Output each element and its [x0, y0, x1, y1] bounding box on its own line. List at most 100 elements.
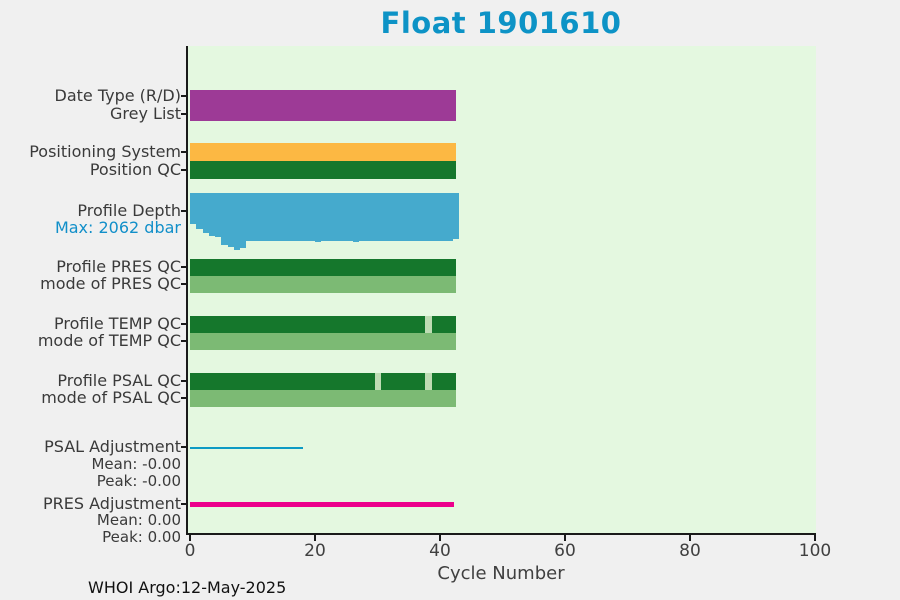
y-tick: [181, 323, 186, 325]
y-tick: [181, 283, 186, 285]
profile-temp-qc-bar-gap: [425, 316, 432, 333]
y-label-main: PRES Adjustment: [43, 494, 181, 513]
profile-psal-qc-bar: [381, 373, 425, 390]
profile-depth-histogram: [227, 193, 234, 247]
y-tick: [181, 151, 186, 153]
y-tick: [181, 446, 186, 448]
y-label-main: Profile PRES QC: [56, 257, 181, 276]
profile-depth-histogram: [271, 193, 278, 241]
y-tick: [181, 266, 186, 268]
profile-psal-qc-bar-gap: [375, 373, 382, 390]
profile-psal-qc-bar: [431, 373, 457, 390]
profile-depth-histogram: [446, 193, 453, 241]
y-label-main: Position QC: [89, 160, 181, 179]
x-axis-label: Cycle Number: [437, 563, 565, 584]
y-label-main: mode of PRES QC: [40, 274, 181, 293]
y-label-sub: Peak: -0.00: [96, 472, 181, 490]
profile-depth-histogram: [283, 193, 291, 241]
mode-of-temp-qc-bar: [190, 333, 457, 350]
y-tick: [181, 397, 186, 399]
y-label-main: Grey List: [110, 104, 181, 123]
date-type-grey-list-bar: [190, 90, 457, 121]
profile-depth-histogram: [452, 193, 459, 239]
profile-depth-histogram: [402, 193, 409, 241]
x-tick: [814, 535, 816, 541]
positioning-system-bar: [190, 143, 457, 161]
chart-title: Float 1901610: [380, 6, 622, 40]
profile-depth-histogram: [208, 193, 216, 236]
profile-temp-qc-bar: [431, 316, 457, 333]
y-label-sub: Mean: 0.00: [96, 511, 181, 529]
psal-adjustment-line: [190, 447, 303, 449]
y-tick: [181, 380, 186, 382]
y-tick: [181, 503, 186, 505]
mode-of-pres-qc-bar: [190, 276, 457, 293]
y-label-sub: Peak: 0.00: [102, 528, 181, 546]
profile-depth-histogram: [296, 193, 303, 241]
pres-adjustment-line: [190, 502, 454, 507]
x-tick: [439, 535, 441, 541]
profile-depth-histogram: [433, 193, 441, 241]
y-label-main: Profile TEMP QC: [53, 314, 181, 333]
profile-depth-histogram: [415, 193, 422, 241]
plot-area: [186, 46, 816, 535]
y-tick: [181, 95, 186, 97]
footer-note: WHOI Argo:12-May-2025: [88, 578, 287, 597]
y-label-main: Profile Depth: [77, 201, 181, 220]
profile-depth-histogram: [215, 193, 222, 237]
profile-psal-qc-bar-gap: [425, 373, 432, 390]
x-tick-label: 40: [429, 541, 451, 561]
profile-depth-histogram: [390, 193, 397, 241]
profile-depth-histogram: [371, 193, 378, 241]
profile-depth-histogram: [196, 193, 203, 229]
profile-depth-histogram: [333, 193, 341, 241]
x-tick: [189, 535, 191, 541]
profile-psal-qc-bar: [190, 373, 375, 390]
x-tick-label: 60: [554, 541, 576, 561]
x-tick-label: 20: [304, 541, 326, 561]
y-label-accent: Max: 2062 dbar: [54, 218, 181, 237]
profile-depth-histogram: [352, 193, 359, 242]
profile-depth-histogram: [190, 193, 197, 224]
profile-depth-histogram: [358, 193, 366, 241]
profile-depth-histogram: [258, 193, 266, 241]
y-tick: [181, 169, 186, 171]
y-label-main: mode of TEMP QC: [37, 331, 181, 350]
y-label-main: Date Type (R/D): [54, 86, 181, 105]
profile-depth-histogram: [246, 193, 253, 241]
x-tick: [564, 535, 566, 541]
y-label-main: Profile PSAL QC: [57, 371, 181, 390]
x-tick: [314, 535, 316, 541]
y-label-main: PSAL Adjustment: [44, 437, 181, 456]
y-label-sub: Mean: -0.00: [91, 455, 181, 473]
y-tick: [181, 113, 186, 115]
profile-depth-histogram: [346, 193, 353, 241]
profile-temp-qc-bar: [190, 316, 425, 333]
profile-depth-histogram: [302, 193, 309, 241]
x-tick-label: 80: [679, 541, 701, 561]
x-tick-label: 0: [184, 541, 196, 561]
profile-depth-histogram: [315, 193, 322, 242]
profile-depth-histogram: [308, 193, 316, 241]
profile-depth-histogram: [277, 193, 284, 241]
mode-of-psal-qc-bar: [190, 390, 457, 407]
profile-depth-histogram: [202, 193, 209, 233]
profile-depth-histogram: [365, 193, 372, 241]
y-label-main: mode of PSAL QC: [41, 388, 181, 407]
y-label-main: Positioning System: [29, 142, 181, 161]
y-tick: [181, 340, 186, 342]
profile-depth-histogram: [377, 193, 384, 241]
profile-depth-histogram: [252, 193, 259, 241]
profile-depth-histogram: [408, 193, 416, 241]
profile-depth-histogram: [440, 193, 447, 241]
profile-depth-histogram: [221, 193, 228, 245]
profile-depth-histogram: [427, 193, 434, 241]
profile-depth-histogram: [327, 193, 334, 241]
profile-depth-histogram: [290, 193, 297, 241]
profile-depth-histogram: [421, 193, 428, 241]
profile-depth-histogram: [340, 193, 347, 241]
x-tick-label: 100: [798, 541, 832, 561]
profile-depth-histogram: [233, 193, 241, 250]
x-tick: [689, 535, 691, 541]
